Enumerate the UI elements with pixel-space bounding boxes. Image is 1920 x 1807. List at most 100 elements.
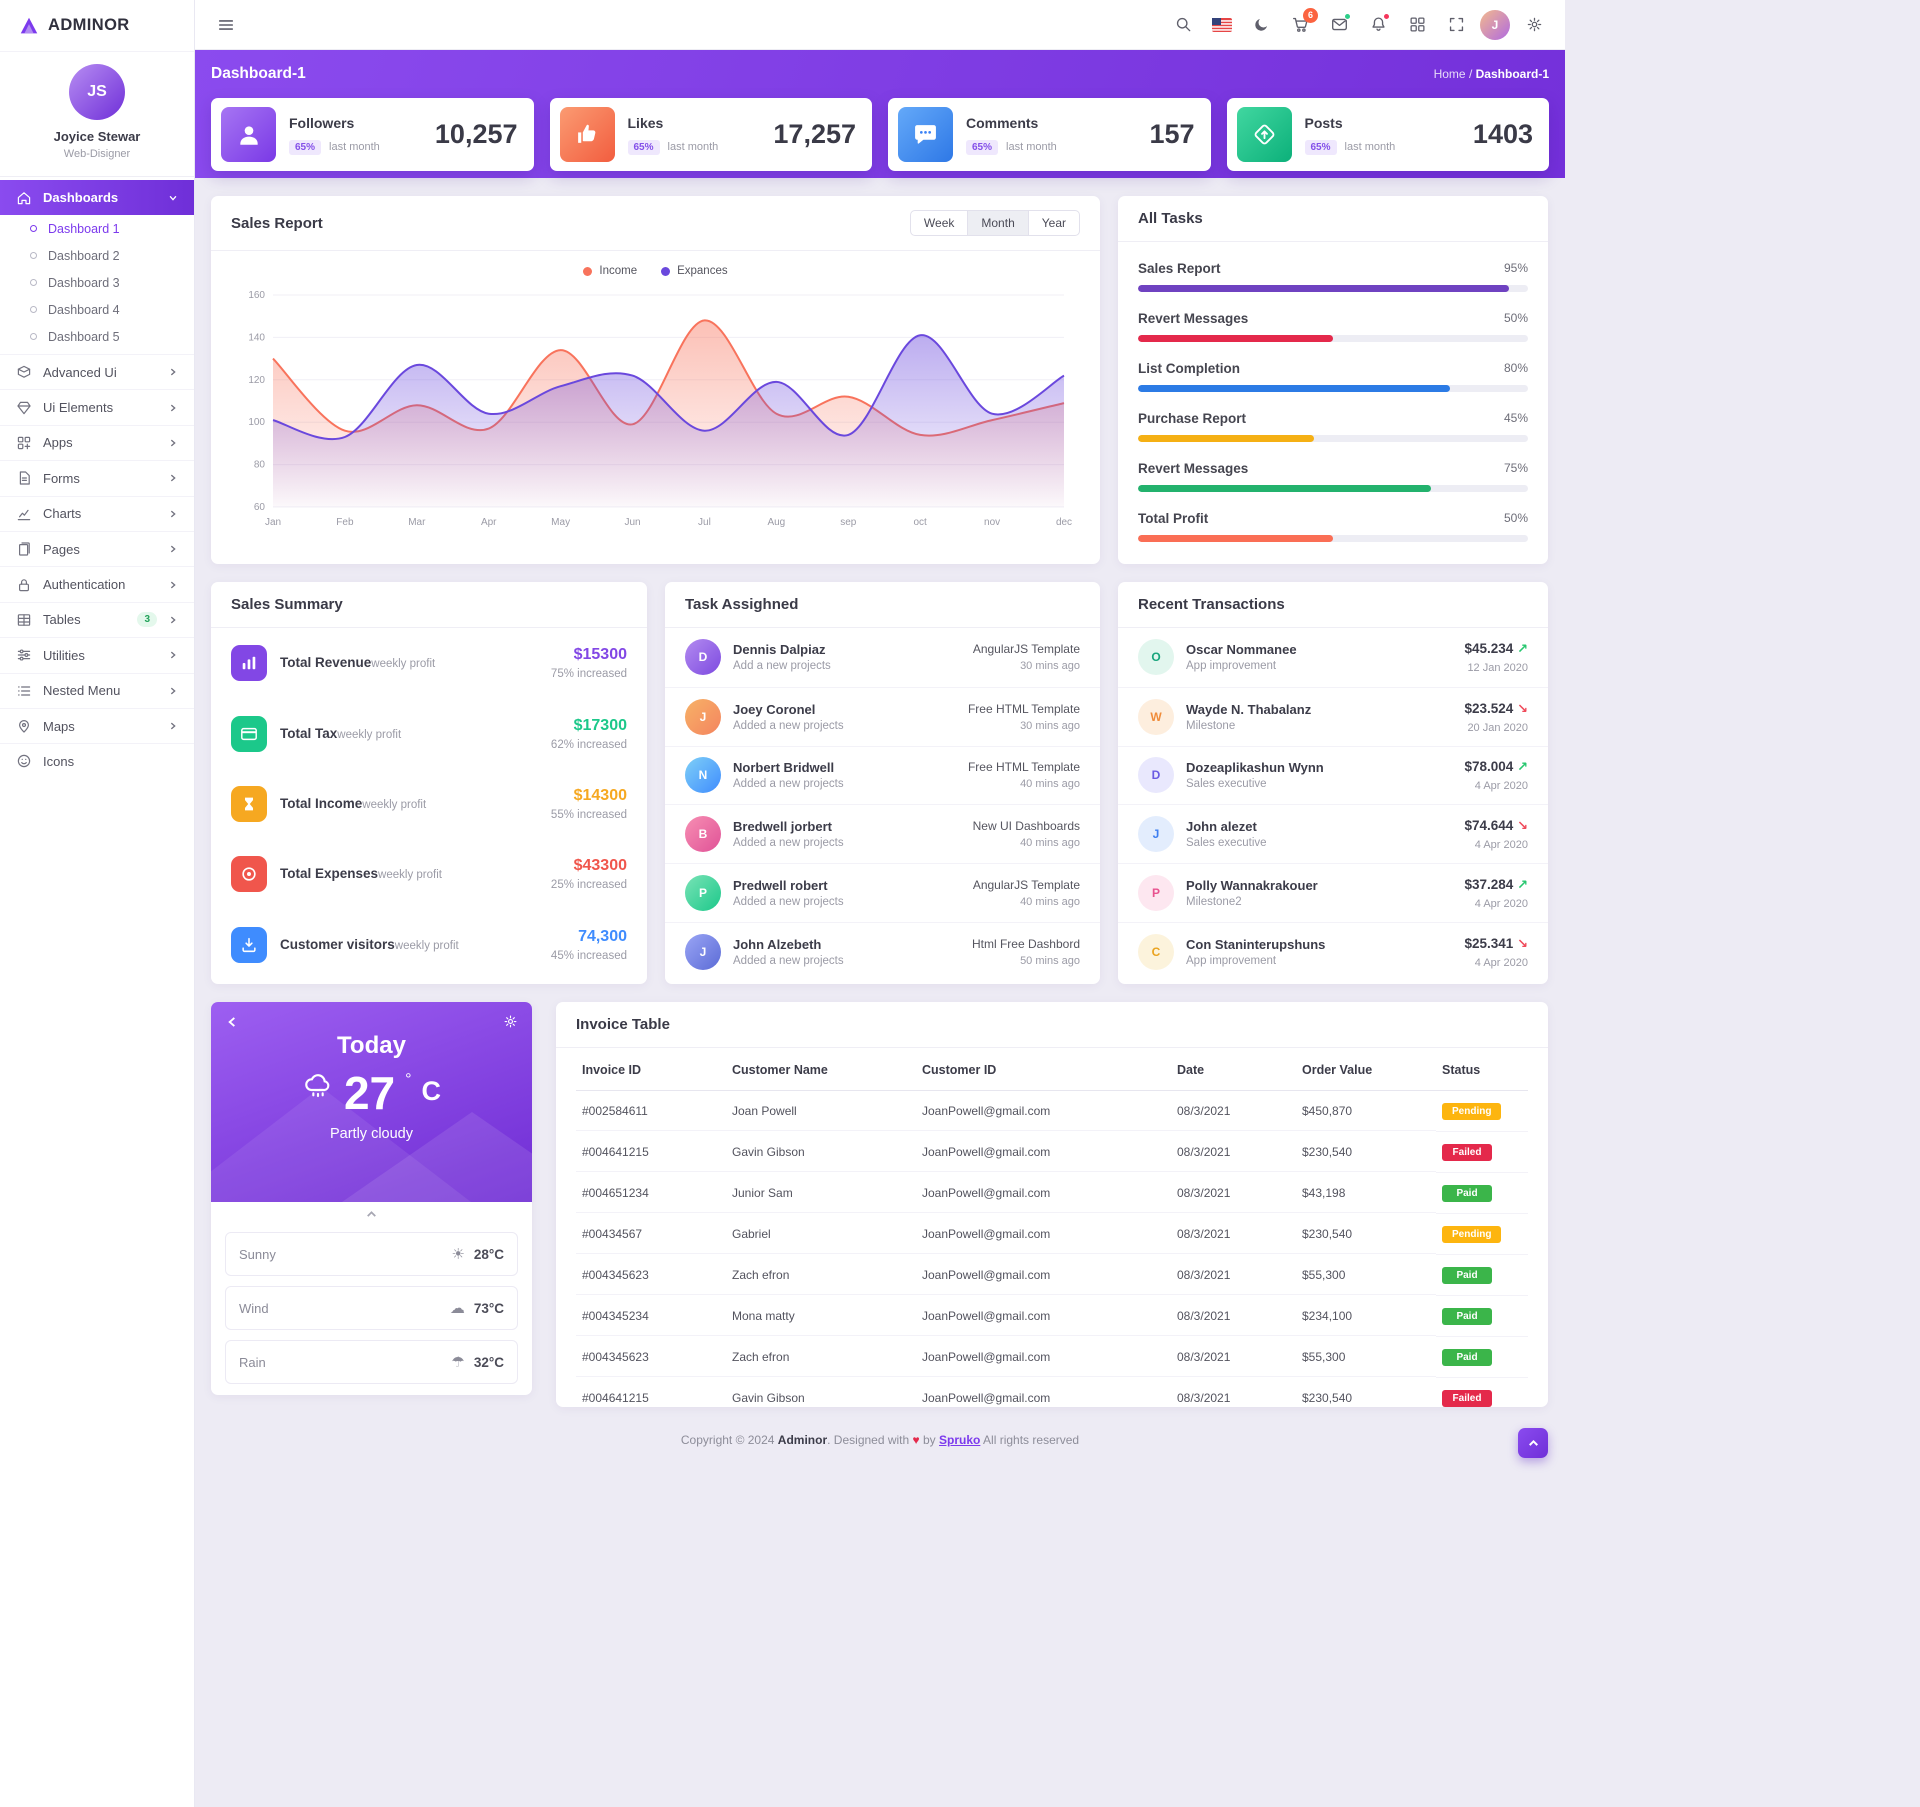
footer-rights: All rights reserved [983,1433,1080,1447]
fullscreen-button[interactable] [1439,8,1473,42]
invoice-row[interactable]: #004641215 Gavin Gibson JoanPowell@gmail… [576,1378,1528,1418]
transaction-amount: $25.341 [1464,935,1514,951]
toggle-month[interactable]: Month [968,210,1029,236]
bar-chart-icon [231,645,267,682]
profile-avatar[interactable]: JS [69,64,125,120]
scroll-to-top-button[interactable] [1518,1428,1548,1458]
search-button[interactable] [1166,8,1200,42]
transaction-row[interactable]: C Con Staninterupshuns App improvement $… [1118,921,1548,981]
status-badge: Failed [1442,1143,1492,1161]
user-avatar-button[interactable]: J [1478,8,1512,42]
assigned-task-row[interactable]: P Predwell robert Added a new projects A… [665,863,1100,922]
svg-text:oct: oct [914,517,928,528]
summary-value: $15300 [573,646,627,664]
transaction-date: 4 Apr 2020 [1474,839,1528,852]
sidebar-item-tables[interactable]: Tables 3 [0,601,194,637]
transaction-row[interactable]: J John alezet Sales executive $74.644 ↘ … [1118,804,1548,863]
invoice-row[interactable]: #00434567 Gabriel JoanPowell@gmail.com 0… [576,1214,1528,1255]
sidebar-item-nested-menu[interactable]: Nested Menu [0,672,194,708]
trend-arrow-icon: ↘ [1517,935,1528,951]
column-header: Invoice ID [576,1050,726,1091]
transaction-row[interactable]: W Wayde N. Thabalanz Milestone $23.524 ↘… [1118,686,1548,746]
transaction-row[interactable]: O Oscar Nommanee App improvement $45.234… [1118,628,1548,687]
invoice-id: #004345234 [576,1298,726,1336]
map-pin-icon [19,720,29,733]
invoice-row[interactable]: #004651234 Junior Sam JoanPowell@gmail.c… [576,1173,1528,1214]
sidebar-item-label: Maps [43,718,75,734]
legend-label: Income [599,265,638,277]
stat-label: Comments [966,114,1039,131]
assignee-name: Dennis Dalpiaz [733,642,826,658]
sidebar-item-dashboard-3[interactable]: Dashboard 3 [0,269,194,296]
invoice-row[interactable]: #004345623 Zach efron JoanPowell@gmail.c… [576,1255,1528,1296]
assigned-task-row[interactable]: J Joey Coronel Added a new projects Free… [665,686,1100,746]
sidebar-item-dashboard-5[interactable]: Dashboard 5 [0,323,194,350]
sidebar-item-dashboard-1[interactable]: Dashboard 1 [0,215,194,242]
assigned-task-row[interactable]: N Norbert Bridwell Added a new projects … [665,745,1100,805]
dark-mode-button[interactable] [1244,8,1278,42]
weather-prev-button[interactable] [225,1014,239,1032]
weather-unit: C [421,1076,442,1106]
footer-link[interactable]: Spruko [939,1433,981,1447]
notifications-button[interactable] [1361,8,1395,42]
invoice-customer-id: JoanPowell@gmail.com [916,1216,1171,1254]
settings-button[interactable] [1517,8,1551,42]
stat-value: 1403 [1472,119,1533,149]
sidebar-item-advanced-ui[interactable]: Advanced Ui [0,354,194,389]
weather-condition: Partly cloudy [329,1126,413,1142]
invoice-date: 08/3/2021 [1177,1391,1231,1405]
task-label: Purchase Report [1138,411,1247,426]
transaction-row[interactable]: D Dozeaplikashun Wynn Sales executive $7… [1118,745,1548,805]
invoice-row[interactable]: #004641215 Gavin Gibson JoanPowell@gmail… [576,1132,1528,1173]
transaction-row[interactable]: P Polly Wannakrakouer Milestone2 $37.284… [1118,863,1548,922]
transaction-role: Milestone2 [1186,896,1242,909]
assigned-task-row[interactable]: B Bredwell jorbert Added a new projects … [665,804,1100,863]
weather-collapse-button[interactable] [211,1202,532,1228]
sidebar-item-apps[interactable]: Apps [0,424,194,460]
sidebar-item-dashboards[interactable]: Dashboards [0,180,194,215]
stat-card-likes[interactable]: Likes 65% last month 17,257 [549,98,872,171]
breadcrumb-home[interactable]: Home [1433,67,1466,81]
task-time: 40 mins ago [1020,778,1080,791]
stat-card-followers[interactable]: Followers 65% last month 10,257 [211,98,534,171]
sidebar-item-icons[interactable]: Icons [0,743,194,778]
sidebar-item-dashboard-4[interactable]: Dashboard 4 [0,296,194,323]
sidebar-item-label: Ui Elements [43,400,114,416]
sidebar-item-utilities[interactable]: Utilities [0,637,194,672]
home-icon [17,191,31,204]
invoice-order-value: $230,540 [1296,1134,1436,1172]
sidebar-item-forms[interactable]: Forms [0,460,194,495]
svg-text:160: 160 [248,290,265,301]
followers-icon [221,107,276,162]
stat-card-posts[interactable]: Posts 65% last month 1403 [1226,98,1549,171]
sidebar-item-pages[interactable]: Pages [0,530,194,566]
invoice-customer-name: Junior Sam [726,1175,916,1213]
invoice-row[interactable]: #004345234 Mona matty JoanPowell@gmail.c… [576,1296,1528,1337]
invoice-date: 08/3/2021 [1171,1339,1296,1377]
transaction-amount: $45.234 [1464,641,1514,657]
task-time: 50 mins ago [1020,954,1080,967]
weather-settings-button[interactable] [503,1014,518,1032]
apps-icon [17,436,31,450]
assigned-task-row[interactable]: J John Alzebeth Added a new projects Htm… [665,921,1100,981]
messages-button[interactable] [1322,8,1356,42]
sidebar-item-authentication[interactable]: Authentication [0,566,194,601]
toggle-week[interactable]: Week [909,210,969,236]
invoice-row[interactable]: #002584611 Joan Powell JoanPowell@gmail.… [576,1091,1528,1132]
invoice-id: #004345623 [576,1339,726,1377]
cart-button[interactable]: 6 [1283,7,1318,42]
language-flag-button[interactable] [1205,8,1239,42]
column-header: Status [1436,1050,1528,1091]
sidebar-item-ui-elements[interactable]: Ui Elements [0,389,194,424]
toggle-year[interactable]: Year [1028,210,1080,236]
stat-card-comments[interactable]: Comments 65% last month 157 [888,98,1211,171]
invoice-row[interactable]: #004345623 Zach efron JoanPowell@gmail.c… [576,1337,1528,1378]
sidebar-item-charts[interactable]: Charts [0,495,194,531]
sidebar-item-dashboard-2[interactable]: Dashboard 2 [0,242,194,269]
assigned-task-row[interactable]: D Dennis Dalpiaz Add a new projects Angu… [665,628,1100,687]
sidebar-item-maps[interactable]: Maps [0,707,194,743]
brand-logo[interactable]: ADMINOR [0,0,194,52]
page-banner: Dashboard-1 Home / Dashboard-1 Followers… [195,50,1565,178]
apps-grid-button[interactable] [1400,8,1434,42]
menu-toggle-button[interactable] [209,8,243,42]
